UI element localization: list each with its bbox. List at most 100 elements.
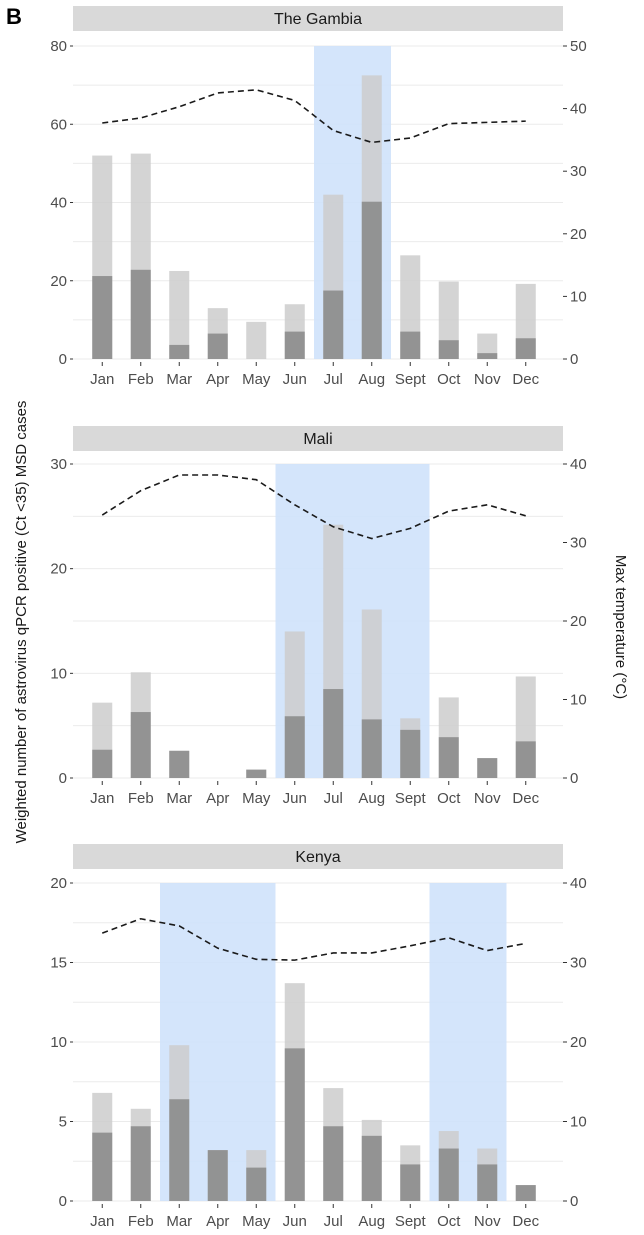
bar-subset-Aug	[361, 719, 382, 778]
x-tick-label: Apr	[206, 371, 229, 388]
y2-tick-label: 30	[570, 535, 587, 552]
bar-subset-Jun	[284, 331, 305, 359]
bar-subset-Jun	[284, 716, 305, 778]
temperature-line	[101, 474, 526, 540]
facet-strip	[73, 426, 563, 451]
y-tick-label: 0	[59, 1193, 67, 1210]
y-axis-label: Weighted number of astrovirus qPCR posit…	[13, 401, 30, 844]
y2-tick-label: 20	[570, 613, 587, 630]
x-tick-label: Feb	[128, 371, 154, 388]
y-tick-label: 80	[50, 38, 67, 55]
bar-subset-May	[246, 1167, 267, 1201]
y-tick-label: 20	[50, 875, 67, 892]
bar-subset-Jul	[323, 689, 344, 778]
facet-title: Mali	[303, 431, 332, 448]
bar-subset-Mar	[169, 344, 190, 359]
bar-subset-Jul	[323, 290, 344, 359]
y2-tick-label: 0	[570, 351, 578, 368]
facet-title: The Gambia	[274, 11, 362, 28]
bar-subset-Sept	[400, 1164, 421, 1201]
x-tick-label: Nov	[474, 790, 501, 807]
bar-subset-Aug	[361, 1135, 382, 1201]
x-tick-label: Jul	[324, 371, 343, 388]
temperature-line	[102, 89, 526, 144]
bar-total-Nov	[477, 333, 498, 359]
x-tick-label: Aug	[358, 1213, 385, 1230]
x-tick-label: Oct	[437, 790, 461, 807]
bar-subset-Nov	[477, 758, 498, 778]
bar-subset-Nov	[477, 353, 498, 359]
facet-strip	[73, 6, 563, 31]
x-tick-label: Nov	[474, 371, 501, 388]
bar-subset-Oct	[438, 340, 459, 359]
bar-subset-Dec	[515, 338, 536, 359]
x-tick-label: Jul	[324, 1213, 343, 1230]
x-tick-label: Apr	[206, 1213, 229, 1230]
x-tick-label: Mar	[166, 371, 192, 388]
bar-subset-Nov	[477, 1164, 498, 1201]
x-tick-label: Dec	[512, 790, 539, 807]
x-tick-label: Aug	[358, 790, 385, 807]
x-tick-label: Dec	[512, 371, 539, 388]
bar-subset-Feb	[130, 712, 151, 778]
x-tick-label: Mar	[166, 790, 192, 807]
y-tick-label: 0	[59, 770, 67, 787]
y2-tick-label: 20	[570, 226, 587, 243]
y2-tick-label: 30	[570, 163, 587, 180]
x-tick-label: Sept	[395, 1213, 427, 1230]
y2-tick-label: 20	[570, 1034, 587, 1051]
temperature-line	[101, 917, 526, 961]
y-tick-label: 15	[50, 955, 67, 972]
bar-subset-Feb	[130, 1126, 151, 1201]
bar-subset-Apr	[207, 333, 228, 359]
x-tick-label: Feb	[128, 1213, 154, 1230]
facet-panel-1: The Gambia 0 20 40 60 80 0 10 20 30 40 50 Jan Feb Mar A…	[50, 6, 587, 388]
bar-subset-May	[246, 769, 267, 778]
x-tick-label: Jan	[90, 371, 114, 388]
bar-subset-Dec	[515, 1185, 536, 1201]
x-tick-label: May	[242, 1213, 271, 1230]
bar-subset-Jan	[92, 1132, 113, 1201]
bar-subset-Sept	[400, 331, 421, 359]
y2-tick-label: 10	[570, 288, 587, 305]
x-tick-label: Jan	[90, 790, 114, 807]
y2-tick-label: 0	[570, 770, 578, 787]
x-tick-label: Aug	[358, 371, 385, 388]
y2-tick-label: 0	[570, 1193, 578, 1210]
x-tick-label: Oct	[437, 1213, 461, 1230]
bar-subset-Jul	[323, 1126, 344, 1201]
y-tick-label: 60	[50, 116, 67, 133]
y2-tick-label: 30	[570, 955, 587, 972]
x-tick-label: Mar	[166, 1213, 192, 1230]
y-tick-label: 20	[50, 561, 67, 578]
x-tick-label: Feb	[128, 790, 154, 807]
panel-letter: B	[6, 4, 22, 29]
facet-panel-2: Mali 0 10 20 30 0 10 20 30 40 Jan Feb Mar Apr May Jun Ju…	[50, 426, 587, 807]
y-tick-label: 5	[59, 1114, 67, 1131]
bar-subset-Oct	[438, 1148, 459, 1201]
bar-subset-Jan	[92, 276, 113, 359]
bar-subset-Sept	[400, 729, 421, 778]
x-tick-label: Oct	[437, 371, 461, 388]
x-tick-label: Sept	[395, 790, 427, 807]
x-tick-label: Jun	[283, 790, 307, 807]
y-tick-label: 10	[50, 665, 67, 682]
y2-tick-label: 40	[570, 875, 587, 892]
x-tick-label: Jun	[283, 371, 307, 388]
bar-subset-Feb	[130, 269, 151, 359]
bar-subset-Oct	[438, 737, 459, 778]
y2-tick-label: 40	[570, 456, 587, 473]
bar-subset-Mar	[169, 750, 190, 778]
y2-axis-label: Max temperature (°C)	[612, 555, 629, 699]
bar-subset-Jun	[284, 1048, 305, 1201]
x-tick-label: Sept	[395, 371, 427, 388]
facet-title: Kenya	[295, 849, 340, 866]
x-tick-label: Nov	[474, 1213, 501, 1230]
x-tick-label: Dec	[512, 1213, 539, 1230]
bar-subset-Dec	[515, 741, 536, 778]
bar-subset-Aug	[361, 201, 382, 359]
x-tick-label: Jul	[324, 790, 343, 807]
y-tick-label: 20	[50, 273, 67, 290]
